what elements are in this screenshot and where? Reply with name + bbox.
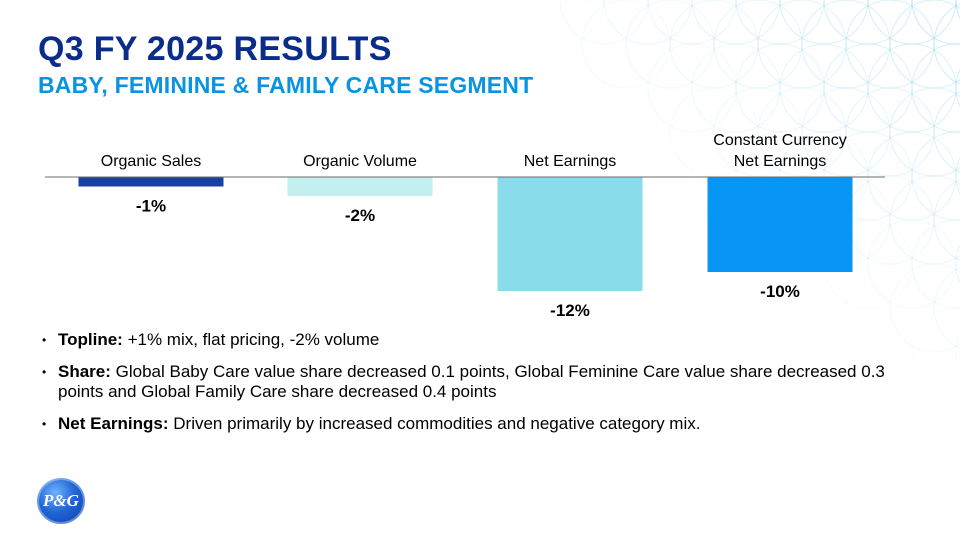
bullet-text: +1% mix, flat pricing, -2% volume (122, 330, 380, 349)
pattern-circle (823, 0, 913, 45)
pattern-circle (867, 131, 957, 221)
pattern-circle (647, 43, 737, 133)
bullet-item-topline: • Topline: +1% mix, flat pricing, -2% vo… (40, 330, 920, 350)
bullet-item-net-earnings: • Net Earnings: Driven primarily by incr… (40, 414, 920, 434)
pattern-circle (867, 0, 957, 45)
data-label-0: -1% (136, 197, 166, 216)
bullet-item-share: • Share: Global Baby Care value share de… (40, 362, 920, 402)
pattern-circle (933, 3, 960, 85)
pattern-circle (691, 0, 781, 45)
pattern-circle (889, 263, 960, 353)
bullet-list: • Topline: +1% mix, flat pricing, -2% vo… (40, 330, 920, 446)
pattern-circle (603, 43, 693, 133)
bullet-label: Share: (58, 362, 111, 381)
pattern-circle (889, 175, 960, 265)
pattern-circle (889, 87, 960, 177)
pattern-circle (560, 0, 627, 89)
pattern-circle (889, 0, 960, 89)
pattern-circle (911, 131, 960, 221)
page-title: Q3 FY 2025 RESULTS (38, 30, 392, 68)
pattern-circle (911, 219, 960, 309)
bullet-icon: • (42, 333, 47, 347)
pattern-circle (801, 0, 891, 89)
pattern-circle (823, 131, 913, 221)
pattern-circle (647, 0, 737, 45)
pattern-circle (735, 0, 825, 45)
pattern-circle (625, 0, 715, 89)
pattern-circle (735, 43, 825, 133)
page-subtitle: BABY, FEMININE & FAMILY CARE SEGMENT (38, 72, 534, 98)
pattern-circle (691, 43, 781, 133)
pattern-circle (867, 43, 957, 133)
pattern-circle (955, 332, 960, 360)
pg-logo: P&G (37, 478, 85, 524)
bullet-text: Global Baby Care value share decreased 0… (58, 362, 885, 401)
pattern-circle (933, 179, 960, 261)
bar-1 (287, 177, 433, 196)
data-label-2: -12% (550, 301, 590, 320)
bar-3 (707, 177, 853, 272)
pattern-circle (713, 0, 803, 89)
pattern-circle (603, 0, 693, 45)
pattern-circle (911, 0, 960, 45)
pattern-circle (911, 307, 960, 360)
pattern-circle (911, 43, 960, 133)
pattern-circle (955, 156, 960, 196)
pattern-circle (867, 219, 957, 309)
pattern-circle (845, 263, 935, 353)
pattern-circle (933, 91, 960, 173)
pg-logo-text: P&G (43, 491, 79, 510)
pattern-circle (933, 267, 960, 349)
category-label-2: Net Earnings (524, 153, 617, 170)
pattern-circle (779, 43, 869, 133)
bullet-label: Topline: (58, 330, 123, 349)
pattern-circle (669, 0, 759, 89)
pattern-circle (757, 0, 847, 89)
bullet-icon: • (42, 417, 47, 431)
bullet-text: Driven primarily by increased commoditie… (168, 414, 701, 433)
pattern-circle (669, 87, 759, 177)
pattern-circle (955, 244, 960, 284)
pattern-circle (713, 87, 803, 177)
bar-chart: -1% Organic Sales -2% Organic Volume -12% Net… (45, 132, 885, 320)
pattern-circle (581, 0, 671, 89)
category-label-1: Organic Volume (303, 153, 417, 170)
bar-0 (78, 177, 224, 187)
bullet-label: Net Earnings: (58, 414, 169, 433)
category-label-0: Organic Sales (101, 153, 202, 170)
pattern-circle (801, 87, 891, 177)
pattern-circle (955, 68, 960, 108)
category-label-3: Constant Currency (713, 132, 846, 149)
category-label-3: Net Earnings (734, 153, 827, 170)
bar-2 (497, 177, 643, 291)
pattern-circle (845, 87, 935, 177)
bullet-icon: • (42, 365, 47, 379)
data-label-3: -10% (760, 282, 800, 301)
pattern-circle (560, 0, 649, 45)
pattern-circle (757, 87, 847, 177)
data-label-1: -2% (345, 206, 375, 225)
pattern-circle (779, 0, 869, 45)
pattern-circle (823, 43, 913, 133)
